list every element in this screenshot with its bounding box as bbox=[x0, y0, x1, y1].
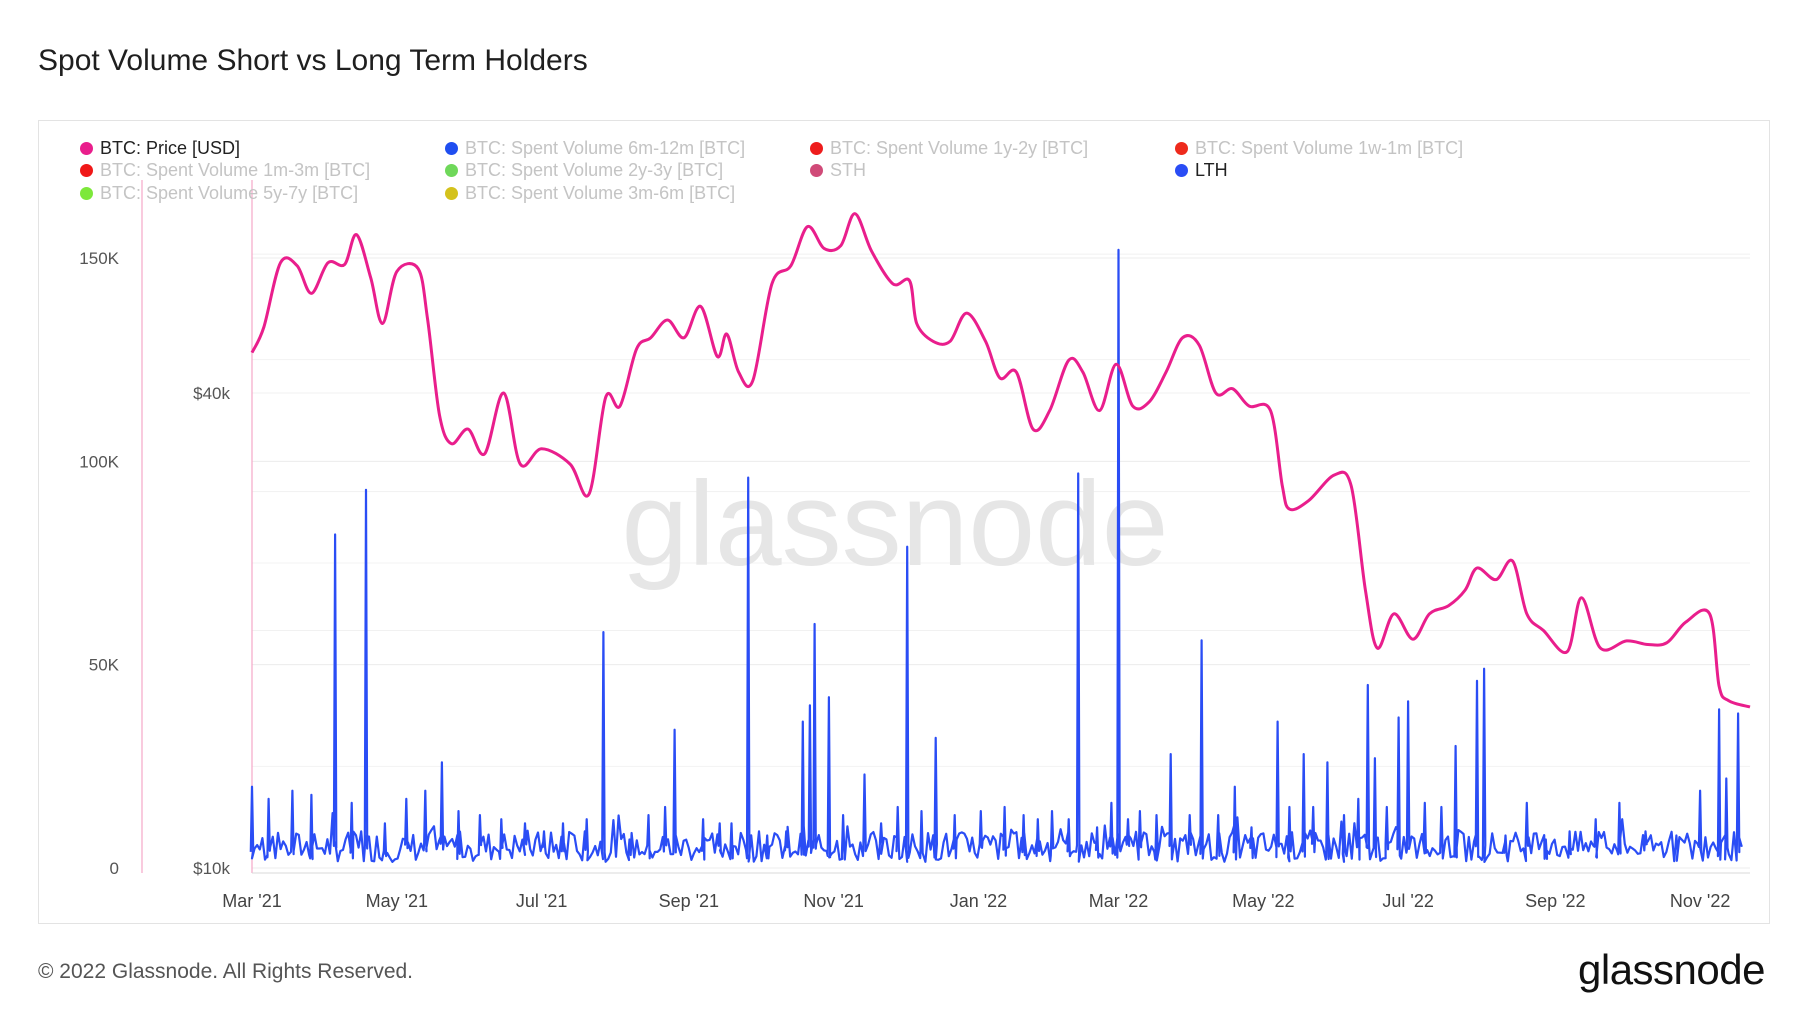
legend-swatch bbox=[445, 164, 458, 177]
legend-item-btc-spent-volume-1y-2y-btc[interactable]: BTC: Spent Volume 1y-2y [BTC] bbox=[810, 138, 1088, 159]
x-axis-tick-label: May '22 bbox=[1232, 891, 1294, 911]
right-axis-tick-label: $10k bbox=[193, 859, 230, 878]
legend-label: BTC: Spent Volume 1m-3m [BTC] bbox=[100, 160, 371, 180]
watermark-text: glassnode bbox=[621, 457, 1168, 591]
legend-swatch bbox=[80, 187, 93, 200]
left-axis-tick-label: 150K bbox=[79, 249, 119, 268]
legend-label: BTC: Price [USD] bbox=[100, 138, 241, 158]
legend-label: BTC: Spent Volume 3m-6m [BTC] bbox=[465, 183, 736, 203]
right-axis-tick-label: $40k bbox=[193, 384, 230, 403]
legend-item-btc-spent-volume-2y-3y-btc[interactable]: BTC: Spent Volume 2y-3y [BTC] bbox=[445, 160, 723, 181]
legend-item-btc-spent-volume-1w-1m-btc[interactable]: BTC: Spent Volume 1w-1m [BTC] bbox=[1175, 138, 1463, 159]
legend-swatch bbox=[445, 187, 458, 200]
legend-label: STH bbox=[830, 160, 866, 180]
legend-label: BTC: Spent Volume 2y-3y [BTC] bbox=[465, 160, 724, 180]
x-axis-tick-label: Jul '21 bbox=[516, 891, 567, 911]
legend-swatch bbox=[810, 142, 823, 155]
chart-title: Spot Volume Short vs Long Term Holders bbox=[38, 44, 588, 77]
legend-item-btc-spent-volume-5y-7y-btc[interactable]: BTC: Spent Volume 5y-7y [BTC] bbox=[80, 183, 358, 204]
legend-swatch bbox=[80, 164, 93, 177]
legend-label: BTC: Spent Volume 1y-2y [BTC] bbox=[830, 138, 1089, 158]
left-axis-tick-label: 50K bbox=[89, 656, 120, 675]
x-axis-tick-label: Mar '22 bbox=[1089, 891, 1148, 911]
legend-label: BTC: Spent Volume 6m-12m [BTC] bbox=[465, 138, 746, 158]
legend-item-btc-spent-volume-1m-3m-btc[interactable]: BTC: Spent Volume 1m-3m [BTC] bbox=[80, 160, 370, 181]
x-axis-tick-label: Sep '22 bbox=[1525, 891, 1586, 911]
copyright-text: © 2022 Glassnode. All Rights Reserved. bbox=[38, 960, 414, 983]
glassnode-logo: glassnode bbox=[1578, 946, 1765, 993]
legend-item-lth[interactable]: LTH bbox=[1175, 160, 1228, 181]
legend-swatch bbox=[445, 142, 458, 155]
legend-item-btc-spent-volume-3m-6m-btc[interactable]: BTC: Spent Volume 3m-6m [BTC] bbox=[445, 183, 735, 204]
legend-swatch bbox=[80, 142, 93, 155]
x-axis-tick-label: Jul '22 bbox=[1382, 891, 1433, 911]
legend-swatch bbox=[1175, 142, 1188, 155]
lth-series-line bbox=[249, 248, 1743, 863]
price-series-line bbox=[250, 212, 1751, 709]
x-axis-tick-label: May '21 bbox=[366, 891, 428, 911]
legend-swatch bbox=[1175, 164, 1188, 177]
x-axis-tick-label: Nov '22 bbox=[1670, 891, 1730, 911]
chart-frame bbox=[38, 120, 1770, 924]
legend-item-sth[interactable]: STH bbox=[810, 160, 866, 181]
left-axis-tick-label: 0 bbox=[110, 859, 119, 878]
legend-label: BTC: Spent Volume 1w-1m [BTC] bbox=[1195, 138, 1464, 158]
legend-label: BTC: Spent Volume 5y-7y [BTC] bbox=[100, 183, 359, 203]
legend-item-btc-price-usd[interactable]: BTC: Price [USD] bbox=[80, 138, 240, 159]
legend-item-btc-spent-volume-6m-12m-btc[interactable]: BTC: Spent Volume 6m-12m [BTC] bbox=[445, 138, 745, 159]
legend-swatch bbox=[810, 164, 823, 177]
left-axis-tick-label: 100K bbox=[79, 452, 119, 471]
legend-label: LTH bbox=[1195, 160, 1228, 180]
x-axis-tick-label: Sep '21 bbox=[659, 891, 720, 911]
x-axis-tick-label: Mar '21 bbox=[222, 891, 281, 911]
x-axis-tick-label: Nov '21 bbox=[803, 891, 863, 911]
x-axis-tick-label: Jan '22 bbox=[950, 891, 1007, 911]
